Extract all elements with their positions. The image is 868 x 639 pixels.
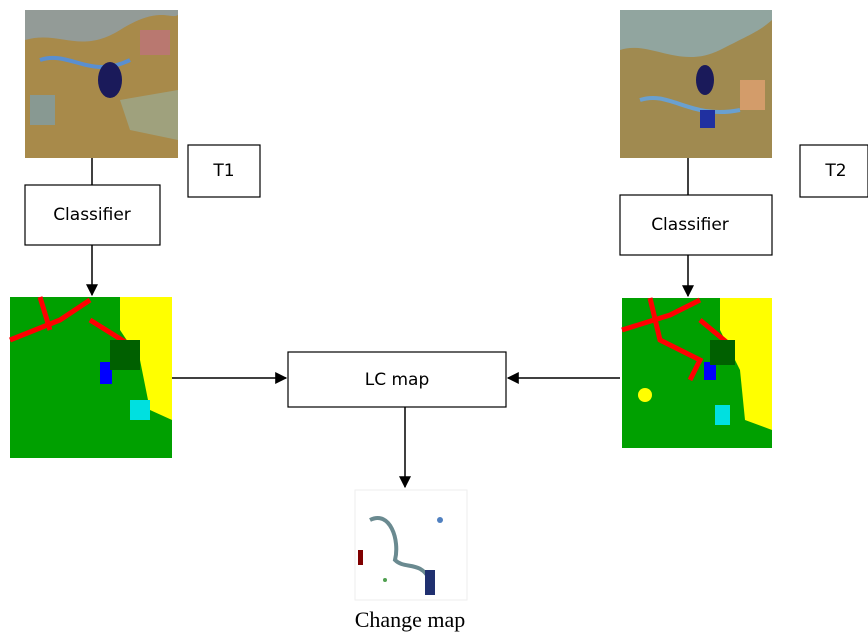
change-map-image xyxy=(355,490,467,600)
diagram: T1 Classifier T2 Classifier LC map xyxy=(0,0,868,639)
classifier-label: Classifier xyxy=(53,205,131,225)
classified-map-t1 xyxy=(10,297,172,458)
satellite-image-t1 xyxy=(25,10,178,158)
classifier-label: Classifier xyxy=(651,215,729,235)
time-label: T2 xyxy=(824,161,846,181)
time-label: T1 xyxy=(212,161,234,181)
lc-map-label: LC map xyxy=(365,370,430,390)
satellite-image-t2 xyxy=(620,10,772,158)
change-map-label: Change map xyxy=(355,607,466,632)
classified-map-t2 xyxy=(622,298,772,448)
